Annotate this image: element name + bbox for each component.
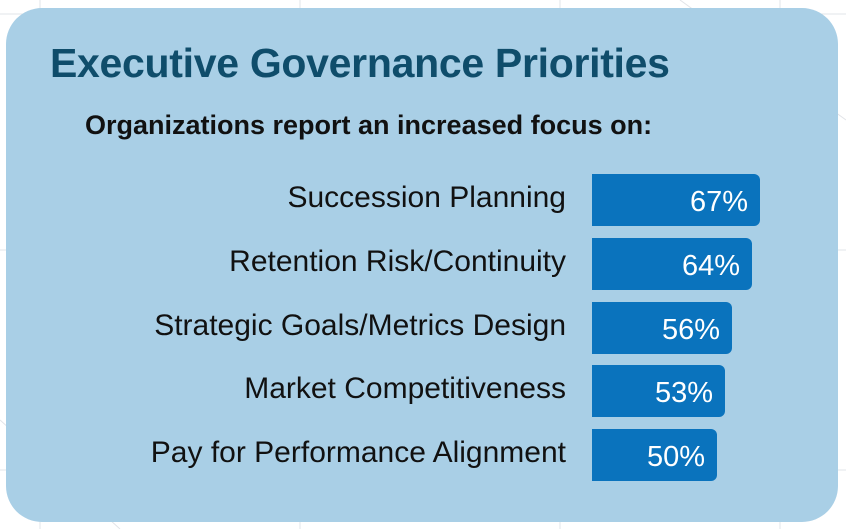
category-label: Strategic Goals/Metrics Design [154, 309, 566, 342]
bar: 53% [592, 365, 725, 417]
bar-value-label: 64% [681, 250, 740, 282]
category-label: Retention Risk/Continuity [229, 245, 566, 278]
bar-value-label: 56% [661, 314, 720, 346]
bar: 67% [592, 174, 760, 226]
chart-title: Executive Governance Priorities [50, 40, 670, 86]
bar: 56% [592, 302, 732, 354]
category-label: Succession Planning [287, 181, 566, 214]
bar-value-label: 67% [689, 186, 748, 218]
category-label: Pay for Performance Alignment [150, 436, 566, 469]
bar: 50% [592, 429, 717, 481]
bar: 64% [592, 238, 752, 290]
bar-value-label: 50% [646, 441, 705, 473]
category-label: Market Competitiveness [244, 372, 566, 405]
bar-value-label: 53% [654, 377, 713, 409]
chart-subtitle: Organizations report an increased focus … [85, 110, 653, 140]
